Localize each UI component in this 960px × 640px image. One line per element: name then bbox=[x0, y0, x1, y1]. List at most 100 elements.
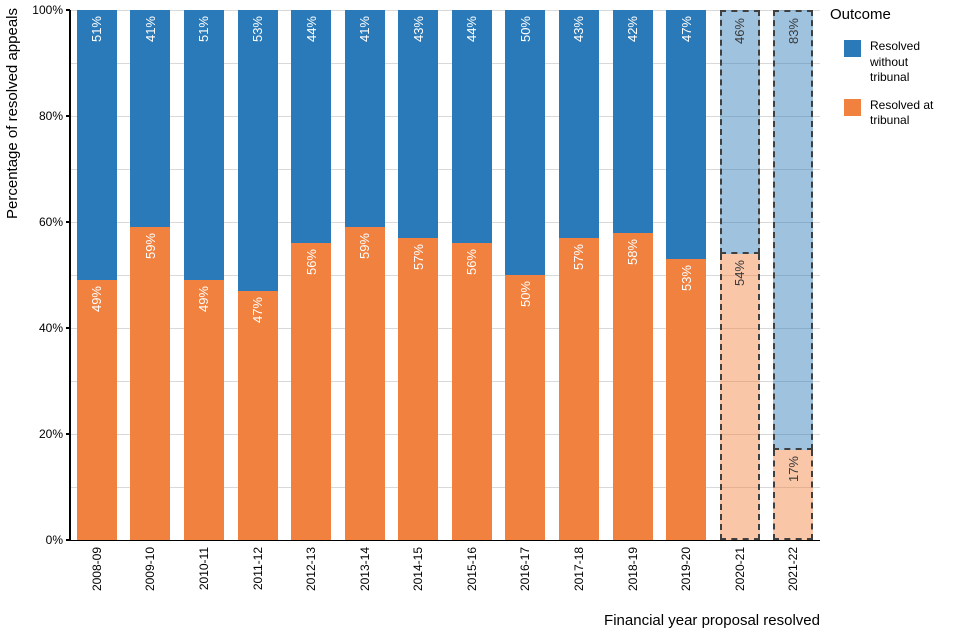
bar-segment: 50% bbox=[505, 10, 546, 275]
bar-segment: 49% bbox=[183, 280, 224, 540]
bar-slot: 53% 47% bbox=[231, 10, 285, 540]
bar-value-label: 44% bbox=[291, 16, 331, 42]
bar-slot: 43% 57% bbox=[552, 10, 606, 540]
legend-swatch-resolved-without-tribunal bbox=[844, 40, 861, 57]
bar-value-label: 43% bbox=[559, 16, 599, 42]
bar-segment: 59% bbox=[130, 227, 171, 540]
bar-value-text: 53% bbox=[250, 16, 266, 43]
gridline bbox=[70, 274, 820, 276]
gridline bbox=[70, 486, 820, 488]
bar-value-text: 59% bbox=[142, 233, 158, 260]
bar-segment: 43% bbox=[558, 10, 599, 238]
legend-entry: Resolved without tribunal bbox=[830, 39, 958, 86]
bar-2009-10: 41% 59% bbox=[130, 10, 171, 540]
bar-segment: 56% bbox=[451, 243, 492, 540]
bars: 51% 49% 41% 59% 51% 49% 53% 47% 44% 56% 41% 59% 43% 5… bbox=[70, 10, 820, 540]
x-axis-title: Financial year proposal resolved bbox=[604, 612, 820, 629]
bar-value-label: 47% bbox=[238, 297, 278, 323]
bar-segment: 47% bbox=[237, 290, 278, 540]
bar-value-label: 56% bbox=[452, 249, 492, 275]
bar-value-label: 43% bbox=[398, 16, 438, 42]
x-tick-text: 2013-14 bbox=[357, 547, 372, 592]
x-tick-label: 2012-13 bbox=[284, 547, 338, 591]
bar-value-text: 17% bbox=[785, 455, 801, 482]
bar-slot: 41% 59% bbox=[338, 10, 392, 540]
y-tick: 0% bbox=[46, 533, 70, 547]
x-tick-label: 2013-14 bbox=[338, 547, 392, 591]
bar-segment: 46% bbox=[719, 10, 760, 254]
legend-entry: Resolved at tribunal bbox=[830, 98, 958, 129]
bar-value-text: 83% bbox=[785, 18, 801, 45]
bar-segment: 44% bbox=[451, 10, 492, 244]
bar-2019-20: 47% 53% bbox=[666, 10, 707, 540]
x-tick-text: 2010-11 bbox=[196, 547, 211, 591]
bar-segment: 42% bbox=[612, 10, 653, 233]
bar-value-text: 41% bbox=[142, 16, 158, 43]
bar-segment: 17% bbox=[773, 449, 814, 540]
plot-area: 51% 49% 41% 59% 51% 49% 53% 47% 44% 56% 41% 59% 43% 5… bbox=[69, 9, 820, 541]
x-tick-text: 2016-17 bbox=[518, 547, 533, 592]
bar-segment: 49% bbox=[76, 280, 117, 540]
gridline bbox=[70, 433, 820, 435]
bar-2008-09: 51% 49% bbox=[76, 10, 117, 540]
bar-value-label: 53% bbox=[238, 16, 278, 42]
bar-value-text: 53% bbox=[678, 265, 694, 292]
y-tick-label: 40% bbox=[38, 321, 63, 335]
gridline bbox=[70, 327, 820, 329]
bar-slot: 44% 56% bbox=[284, 10, 338, 540]
bar-segment: 57% bbox=[398, 237, 439, 540]
bar-value-label: 59% bbox=[345, 233, 385, 259]
y-tick-mark bbox=[66, 327, 70, 329]
legend-label: Resolved at tribunal bbox=[870, 97, 934, 128]
x-axis: 2008-09 2009-10 2010-11 2011-12 2012-13 2013-… bbox=[70, 547, 820, 591]
x-tick-text: 2009-10 bbox=[143, 547, 158, 592]
x-tick-label: 2018-19 bbox=[606, 547, 660, 591]
bar-segment: 41% bbox=[344, 10, 385, 228]
legend-swatch-resolved-at-tribunal bbox=[844, 98, 861, 116]
bar-slot: 43% 57% bbox=[391, 10, 445, 540]
x-tick-text: 2012-13 bbox=[304, 547, 319, 592]
x-tick-text: 2011-12 bbox=[250, 547, 265, 591]
bar-value-text: 47% bbox=[250, 296, 266, 323]
bar-value-text: 47% bbox=[678, 16, 694, 43]
x-tick-label: 2011-12 bbox=[231, 547, 285, 591]
bar-value-label: 51% bbox=[184, 16, 224, 42]
bar-value-text: 59% bbox=[357, 233, 373, 260]
bar-value-label: 56% bbox=[291, 249, 331, 275]
bar-value-label: 50% bbox=[505, 16, 545, 42]
bar-segment: 50% bbox=[505, 275, 546, 540]
bar-slot: 50% 50% bbox=[499, 10, 553, 540]
bar-value-label: 44% bbox=[452, 16, 492, 42]
y-tick: 100% bbox=[32, 3, 70, 17]
bar-2012-13: 44% 56% bbox=[291, 10, 332, 540]
x-tick-label: 2021-22 bbox=[767, 547, 821, 591]
x-tick-label: 2017-18 bbox=[552, 547, 606, 591]
bar-value-label: 57% bbox=[398, 244, 438, 270]
bar-2014-15: 43% 57% bbox=[398, 10, 439, 540]
bar-slot: 44% 56% bbox=[445, 10, 499, 540]
bar-value-text: 51% bbox=[196, 16, 212, 43]
bar-2011-12: 53% 47% bbox=[237, 10, 278, 540]
x-tick-text: 2014-15 bbox=[411, 547, 426, 592]
bar-value-label: 50% bbox=[505, 281, 545, 307]
legend-label: Resolved without tribunal bbox=[870, 39, 921, 85]
bar-segment: 59% bbox=[344, 227, 385, 540]
gridline bbox=[70, 9, 820, 11]
bar-segment: 54% bbox=[719, 253, 760, 540]
x-tick-text: 2008-09 bbox=[89, 547, 104, 592]
y-tick-label: 100% bbox=[32, 3, 63, 17]
bar-value-text: 58% bbox=[625, 238, 641, 265]
y-tick: 60% bbox=[39, 215, 70, 229]
bar-value-label: 83% bbox=[775, 18, 811, 44]
bar-segment: 41% bbox=[130, 10, 171, 228]
bar-segment: 57% bbox=[558, 237, 599, 540]
bar-value-text: 50% bbox=[517, 281, 533, 308]
gridline bbox=[70, 380, 820, 382]
legend-title: Outcome bbox=[830, 6, 891, 23]
bar-value-text: 57% bbox=[571, 243, 587, 270]
bar-2010-11: 51% 49% bbox=[183, 10, 224, 540]
bar-slot: 51% 49% bbox=[177, 10, 231, 540]
x-tick-text: 2015-16 bbox=[464, 547, 479, 592]
bar-segment: 51% bbox=[76, 10, 117, 281]
y-tick-label: 60% bbox=[38, 215, 63, 229]
